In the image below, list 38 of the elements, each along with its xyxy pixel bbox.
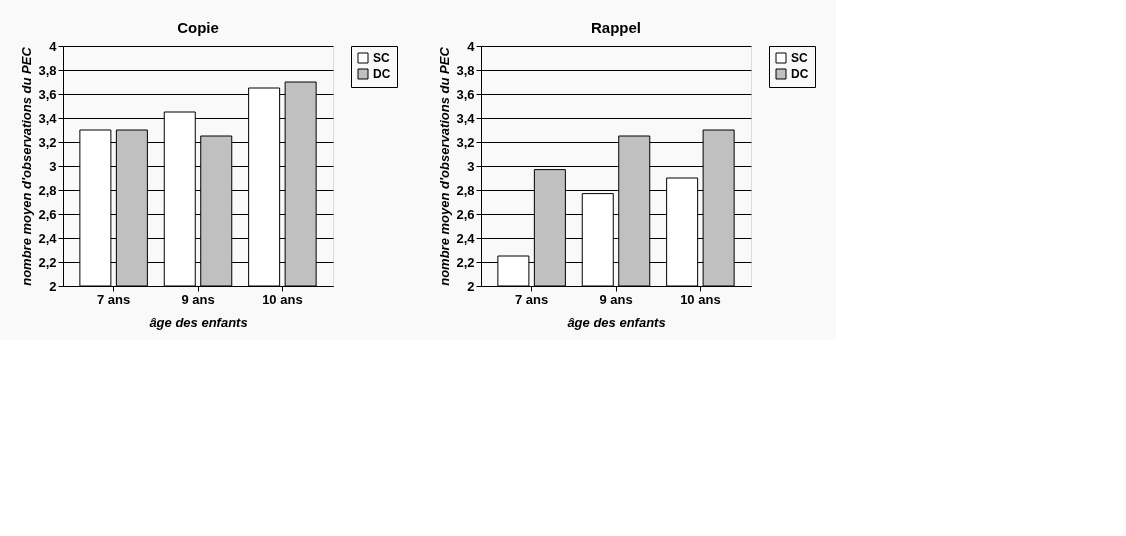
y-tick-label: 4: [467, 38, 476, 54]
y-tick-label: 2: [49, 278, 57, 294]
y-tick-label: 2,4: [456, 230, 476, 246]
x-tick-label: 9 ans: [181, 291, 215, 307]
chart-title: Rappel: [590, 19, 642, 36]
x-tick-label: 10 ans: [680, 291, 721, 307]
y-tick-label: 2,2: [38, 254, 57, 270]
x-tick-label: 10 ans: [262, 291, 303, 307]
y-axis-title: nombre moyen d'observations du PEC: [437, 46, 453, 286]
chart-title: Copie: [177, 19, 219, 36]
x-tick-label: 9 ans: [599, 291, 633, 307]
y-tick-label: 2,6: [38, 206, 57, 222]
y-tick-label: 3,2: [38, 134, 57, 150]
x-axis-title: âge des enfants: [149, 314, 248, 330]
legend-label: SC: [373, 51, 390, 65]
legend-label: DC: [791, 67, 809, 81]
y-tick-label: 3,6: [38, 86, 57, 102]
y-tick-label: 3,2: [456, 134, 475, 150]
y-tick-label: 3,6: [456, 86, 475, 102]
y-tick-label: 2,2: [456, 254, 475, 270]
y-tick-label: 3,4: [38, 110, 58, 126]
y-tick-label: 2,8: [38, 182, 57, 198]
y-tick-label: 2: [467, 278, 475, 294]
y-tick-label: 2,4: [38, 230, 58, 246]
x-tick-label: 7 ans: [97, 291, 131, 307]
legend-label: SC: [791, 51, 808, 65]
y-tick-label: 2,8: [456, 182, 475, 198]
y-tick-label: 3: [49, 158, 57, 174]
y-tick-label: 3,8: [456, 62, 475, 78]
y-axis-title: nombre moyen d'observations du PEC: [19, 46, 35, 286]
y-tick-label: 3,8: [38, 62, 57, 78]
y-tick-label: 3: [467, 158, 475, 174]
x-tick-label: 7 ans: [515, 291, 549, 307]
legend-label: DC: [373, 67, 391, 81]
y-tick-label: 4: [49, 38, 58, 54]
y-tick-label: 2,6: [456, 206, 475, 222]
y-tick-label: 3,4: [456, 110, 476, 126]
x-axis-title: âge des enfants: [567, 314, 666, 330]
